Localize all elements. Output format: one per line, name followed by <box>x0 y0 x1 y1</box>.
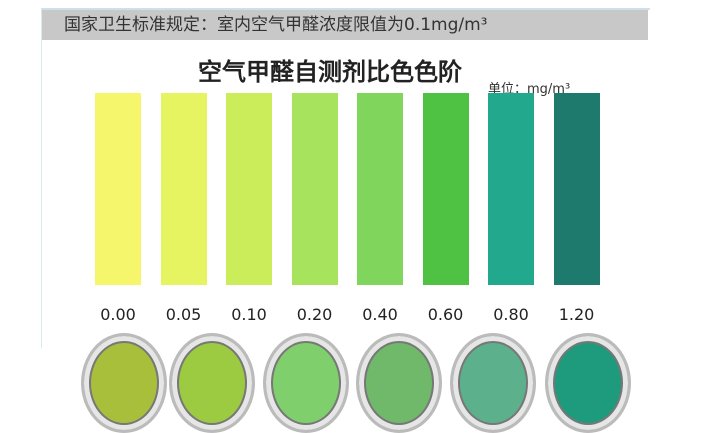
chart-frame <box>41 8 650 348</box>
swatch-label: 0.00 <box>100 305 136 324</box>
swatch-label: 0.05 <box>165 305 202 324</box>
color-swatch <box>553 93 600 285</box>
color-swatch <box>291 93 338 285</box>
swatch-label: 0.10 <box>231 305 267 324</box>
sample-dish <box>81 333 167 433</box>
sample-dish <box>263 333 349 433</box>
sample-dish <box>450 333 536 433</box>
color-swatch <box>357 93 403 285</box>
color-swatch <box>488 93 534 285</box>
color-swatch <box>226 93 272 285</box>
swatch-label: 0.80 <box>493 305 529 324</box>
sample-dish <box>169 333 255 433</box>
swatch-label: 0.20 <box>296 305 333 324</box>
swatch-label: 1.20 <box>558 305 595 324</box>
swatch-label: 0.60 <box>427 305 464 324</box>
color-swatch <box>160 93 207 285</box>
sample-dish <box>545 333 631 433</box>
sample-dish <box>356 333 442 433</box>
swatch-label: 0.40 <box>362 305 398 324</box>
standard-banner: 国家卫生标准规定：室内空气甲醛浓度限值为0.1mg/m³ <box>42 10 648 40</box>
color-swatch <box>95 93 141 285</box>
color-swatch <box>422 93 469 285</box>
chart-title: 空气甲醛自测剂比色色阶 <box>198 57 462 86</box>
